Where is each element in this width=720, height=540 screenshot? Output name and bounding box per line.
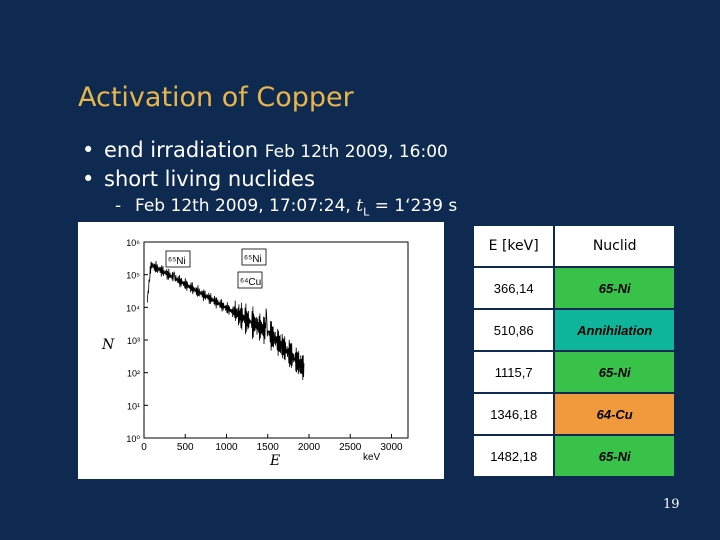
y-tick-label: 10² bbox=[127, 369, 140, 379]
x-tick-label: 2000 bbox=[298, 442, 321, 453]
page-number: 19 bbox=[663, 497, 680, 512]
y-tick-labels: 10⁰ 10¹ 10² 10³ 10⁴ 10⁵ 10⁶ bbox=[126, 238, 140, 444]
header-energy: E [keV] bbox=[471, 224, 556, 268]
t-subscript: L bbox=[363, 205, 370, 219]
y-tick-label: 10⁴ bbox=[126, 303, 140, 313]
peak-label: ⁶⁵Ni bbox=[244, 254, 262, 265]
peak-label: ⁶⁵Ni bbox=[168, 256, 186, 267]
bullet-end-irradiation: • end irradiation Feb 12th 2009, 16:00 bbox=[82, 138, 448, 162]
t-symbol: t bbox=[356, 196, 364, 216]
cell-energy: 510,86 bbox=[471, 308, 556, 352]
x-tick-labels: 0 500 1000 1500 2000 2500 3000 bbox=[141, 442, 403, 453]
x-tick-label: 3000 bbox=[380, 442, 403, 453]
peak-label-box bbox=[237, 271, 263, 289]
x-axis-unit: keV bbox=[363, 452, 381, 463]
y-tick-label: 10⁰ bbox=[126, 434, 140, 444]
bullet-text: short living nuclides bbox=[104, 167, 315, 191]
sub-bullet-date: Feb 12th 2009, 17:07:24, bbox=[135, 196, 351, 216]
cell-nuclid: Annihilation bbox=[553, 308, 676, 352]
x-tick-label: 2500 bbox=[339, 442, 362, 453]
table-row: 510,86 Annihilation bbox=[471, 308, 676, 352]
slide-title: Activation of Copper bbox=[78, 82, 354, 113]
cell-nuclid: 65-Ni bbox=[553, 350, 676, 394]
x-tick-label: 500 bbox=[177, 442, 194, 453]
x-axis-label: E bbox=[269, 453, 280, 469]
x-tick-label: 1000 bbox=[215, 442, 238, 453]
y-tick-label: 10¹ bbox=[127, 401, 140, 411]
cell-nuclid: 64-Cu bbox=[553, 392, 676, 436]
peak-label: ⁶⁴Cu bbox=[240, 277, 261, 288]
y-tick-label: 10⁶ bbox=[126, 238, 140, 248]
sub-bullet-value: = 1‘239 s bbox=[374, 196, 458, 216]
bullet-date: Feb 12th 2009, 16:00 bbox=[264, 142, 448, 162]
nuclide-table: E [keV] Nuclid 366,14 65-Ni 510,86 Annih… bbox=[471, 224, 676, 478]
table-header-row: E [keV] Nuclid bbox=[471, 224, 676, 268]
cell-energy: 1115,7 bbox=[471, 350, 556, 394]
y-axis-label: N bbox=[101, 337, 115, 353]
dash-icon: - bbox=[115, 196, 122, 216]
bullet-dot: • bbox=[82, 167, 95, 191]
gamma-spectrum-figure: 10⁰ 10¹ 10² 10³ 10⁴ 10⁵ 10⁶ 0 500 1000 1500 2000 25… bbox=[78, 222, 444, 479]
x-tick-label: 1500 bbox=[257, 442, 280, 453]
spectrum-trace bbox=[146, 260, 305, 381]
spectrum-axes bbox=[143, 241, 409, 439]
y-tick-label: 10⁵ bbox=[126, 271, 140, 281]
sub-bullet-measurement: - Feb 12th 2009, 17:07:24, tL = 1‘239 s bbox=[115, 196, 457, 218]
cell-energy: 366,14 bbox=[471, 266, 556, 310]
header-nuclid: Nuclid bbox=[553, 224, 676, 268]
cell-nuclid: 65-Ni bbox=[553, 266, 676, 310]
cell-energy: 1482,18 bbox=[471, 434, 556, 478]
peak-labels: ⁶⁵Ni ⁶⁵Ni ⁶⁴Cu bbox=[165, 248, 267, 289]
bullet-dot: • bbox=[82, 138, 95, 162]
x-tick-label: 0 bbox=[141, 442, 147, 453]
bullet-text: end irradiation bbox=[104, 138, 265, 162]
table-row: 366,14 65-Ni bbox=[471, 266, 676, 310]
table-row: 1482,18 65-Ni bbox=[471, 434, 676, 478]
peak-label-box bbox=[165, 250, 191, 268]
table-row: 1115,7 65-Ni bbox=[471, 350, 676, 394]
bullet-short-living: • short living nuclides bbox=[82, 167, 315, 191]
cell-nuclid: 65-Ni bbox=[553, 434, 676, 478]
spectrum-svg: 10⁰ 10¹ 10² 10³ 10⁴ 10⁵ 10⁶ 0 500 1000 1500 2000 25… bbox=[101, 238, 409, 469]
y-tick-label: 10³ bbox=[127, 336, 140, 346]
cell-energy: 1346,18 bbox=[471, 392, 556, 436]
peak-label-box bbox=[241, 248, 267, 266]
table-row: 1346,18 64-Cu bbox=[471, 392, 676, 436]
